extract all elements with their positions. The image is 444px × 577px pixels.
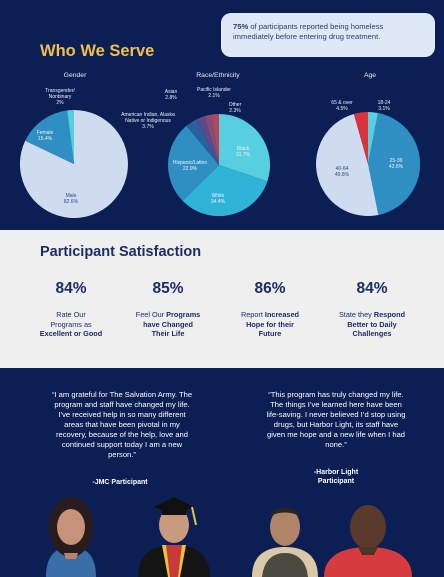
age-18-24-label: 18-24 3.1% (377, 100, 391, 112)
testimonial-jmc-attribution: -JMC Participant (92, 479, 148, 486)
section-title: Who We Serve (40, 42, 155, 60)
testimonial-harbor-light-attribution: -Harbor Light Participant (313, 469, 359, 485)
age-pie-chart (316, 112, 420, 216)
race-slice-hispanic (168, 125, 219, 201)
age-slice-25-39 (368, 113, 420, 215)
age-65-over-label: 65 & over 4.5% (331, 100, 353, 112)
race-pacific-islander-label: Pacific Islander 2.1% (197, 87, 231, 99)
stat-percent: 84% (55, 280, 87, 297)
age-40-64-label: 40-64 49.8% (334, 166, 350, 178)
stat-description: Feel Our Programs have Changed Their Lif… (135, 310, 201, 339)
stat-excellent-or-good: 84% Rate Our Programs as Excellent or Go… (23, 280, 119, 339)
gender-female-label: Female 15.4% (36, 130, 54, 142)
race-slice-white (182, 165, 268, 216)
who-we-serve-section: 75% of participants reported being homel… (0, 0, 444, 230)
participant-satisfaction-section: Participant Satisfaction 84% Rate Our Pr… (0, 230, 444, 368)
race-pie-chart (168, 114, 270, 216)
participant-photo-4 (324, 505, 412, 577)
stat-increased-hope: 86% Report Increased Hope for their Futu… (222, 280, 318, 339)
race-slice-american-indian (186, 119, 219, 165)
testimonial-jmc-quote: “I am grateful for The Salvation Army. T… (51, 390, 193, 459)
race-white-label: White 34.4% (210, 193, 226, 205)
gender-slice-female (25, 110, 74, 164)
age-chart-label: Age (363, 72, 377, 79)
stat-percent: 84% (356, 280, 388, 297)
race-other-label: Other 2.3% (228, 102, 242, 114)
testimonials-section: “I am grateful for The Salvation Army. T… (0, 368, 444, 577)
gender-chart-label: Gender (63, 72, 87, 79)
stat-description: Rate Our Programs as Excellent or Good (39, 310, 103, 339)
race-slice-asian (196, 116, 219, 165)
satisfaction-title: Participant Satisfaction (40, 244, 202, 260)
stat-percent: 85% (152, 280, 184, 297)
callout-highlight: 75% (233, 22, 249, 31)
callout-text: of participants reported being homeless … (233, 22, 384, 41)
race-slice-pacific-islander (204, 114, 219, 165)
race-american-indian-label: American Indian, Alaska Native or Indige… (121, 112, 175, 130)
age-slice-18-24 (368, 112, 379, 164)
stat-description: Report Increased Hope for their Future (240, 310, 299, 339)
homeless-callout: 75% of participants reported being homel… (221, 13, 435, 57)
testimonial-harbor-light-quote: “This program has truly changed my life.… (266, 390, 406, 449)
participant-photo-2-graduate (138, 497, 210, 577)
age-slice-65-over (353, 112, 368, 164)
race-chart-label: Race/Ethnicity (196, 72, 240, 79)
race-black-label: Black 31.7% (235, 146, 251, 158)
gender-transgender-label: Transgender/ Nonbinary 2% (45, 88, 75, 106)
race-asian-label: Asian 2.8% (164, 89, 178, 101)
race-slice-black (219, 114, 270, 182)
participant-photo-1 (46, 497, 96, 577)
gender-slice-male (20, 110, 128, 218)
stat-respond-better: 84% State they Respond Better to Daily C… (324, 280, 420, 339)
stat-percent: 86% (254, 280, 286, 297)
stat-description: State they Respond Better to Daily Chall… (338, 310, 406, 339)
participant-photo-3 (252, 508, 318, 577)
gender-pie-chart (20, 110, 128, 218)
stat-changed-their-life: 85% Feel Our Programs have Changed Their… (120, 280, 216, 339)
race-slice-other (211, 114, 219, 165)
gender-male-label: Male 82.6% (63, 193, 79, 205)
age-slice-40-64 (316, 114, 379, 216)
race-hispanic-label: Hispanic/Latino 22.9% (172, 160, 208, 172)
gender-slice-transgender (67, 110, 74, 164)
age-25-39-label: 25-39 42.6% (388, 158, 404, 170)
